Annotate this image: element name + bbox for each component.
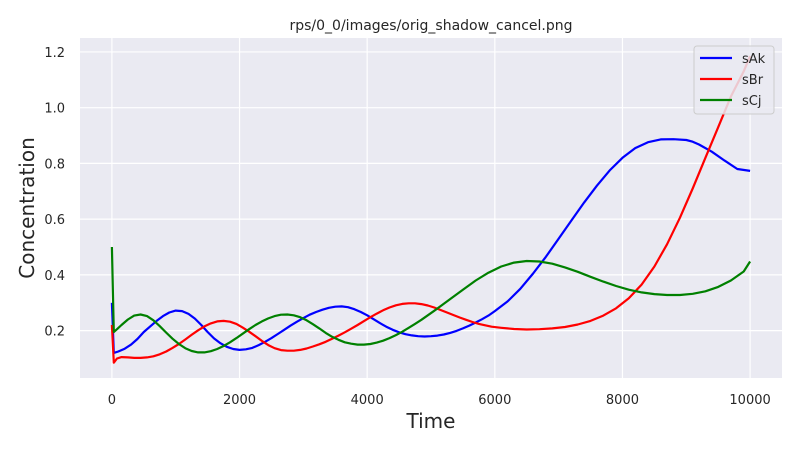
x-tick-label: 8000 (606, 393, 639, 408)
x-tick-label: 4000 (351, 393, 384, 408)
series-line-sBr (110, 55, 752, 364)
series-line-sAk (110, 138, 751, 354)
x-tick-label: 10000 (729, 393, 770, 408)
grid-lines (80, 38, 782, 378)
y-tick-label: 1.0 (44, 102, 65, 117)
x-tick-label: 0 (108, 393, 116, 408)
y-tick-label: 0.8 (44, 157, 65, 172)
y-axis-label: Concentration (15, 137, 39, 278)
y-tick-label: 0.6 (44, 213, 65, 228)
chart-title: rps/0_0/images/orig_shadow_cancel.png (290, 18, 573, 34)
legend: sAk sBr sCj (693, 45, 775, 115)
y-tick-label: 1.2 (44, 46, 65, 61)
y-tick-label: 0.2 (44, 325, 65, 340)
series-lines (110, 55, 752, 364)
x-tick-label: 2000 (223, 393, 256, 408)
y-tick-labels: 0.2 0.4 0.6 0.8 1.0 1.2 (44, 46, 65, 340)
y-tick-label: 0.4 (44, 269, 65, 284)
legend-box (693, 45, 775, 115)
legend-label-sAk: sAk (742, 52, 766, 67)
x-tick-labels: 0 2000 4000 6000 8000 10000 (108, 393, 771, 408)
x-axis-label: Time (406, 409, 456, 433)
series-line-sCj (110, 246, 752, 354)
legend-label-sBr: sBr (742, 73, 764, 88)
plot-area (80, 38, 782, 378)
legend-label-sCj: sCj (742, 94, 761, 109)
x-tick-label: 6000 (478, 393, 511, 408)
